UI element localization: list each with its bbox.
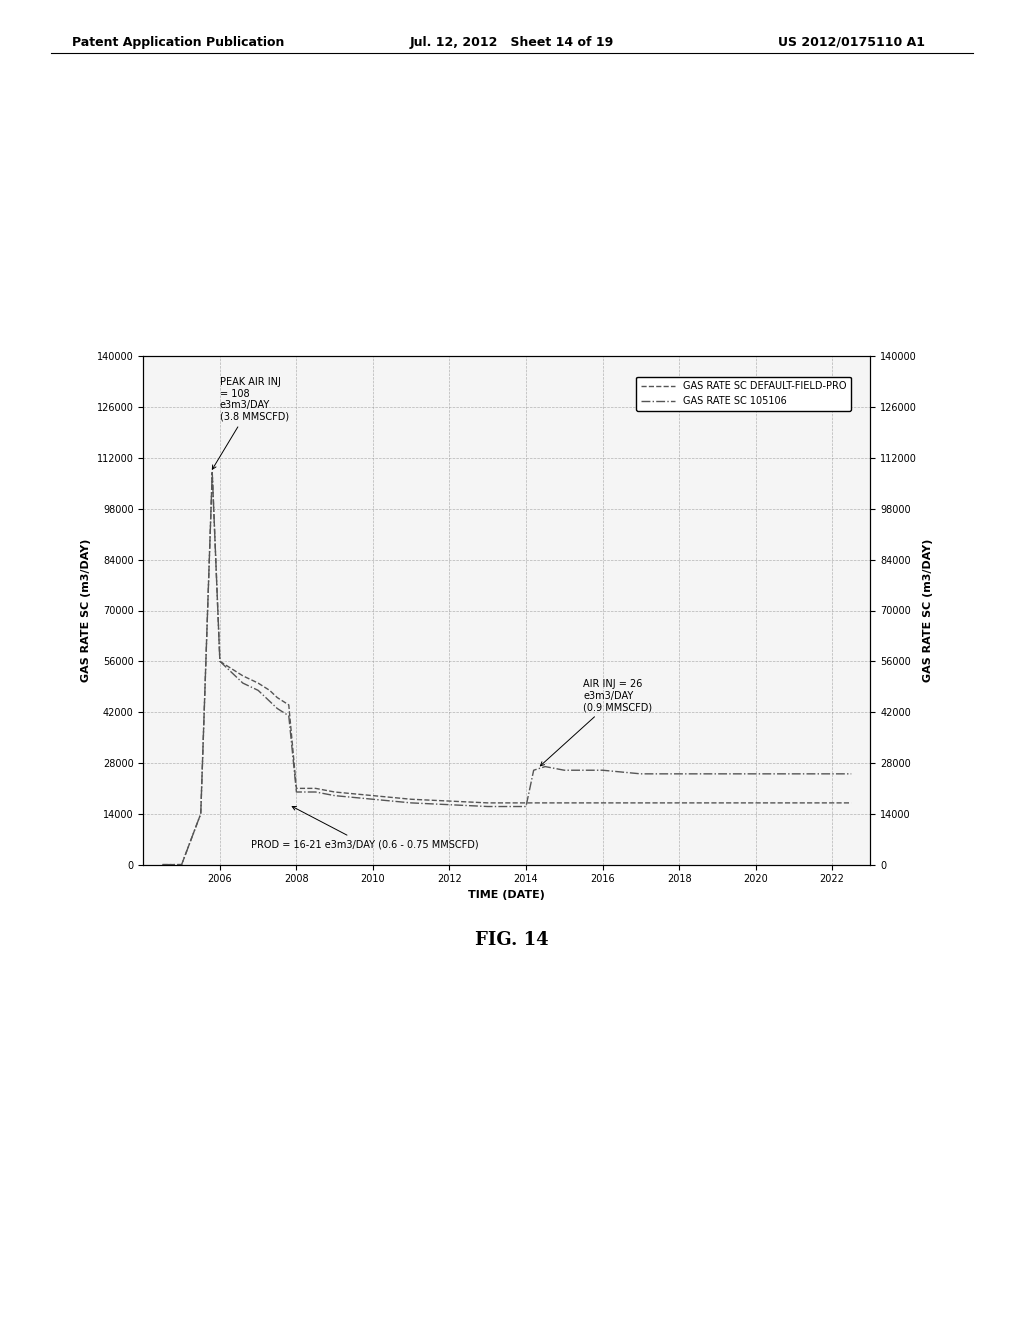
- GAS RATE SC 105106: [558, 763, 570, 779]
- GAS RATE SC DEFAULT-FIELD-PRO: [309, 780, 322, 796]
- GAS RATE SC DEFAULT-FIELD-PRO: [237, 668, 249, 684]
- GAS RATE SC DEFAULT-FIELD-PRO: [558, 795, 570, 810]
- GAS RATE SC 105106: [290, 784, 302, 800]
- GAS RATE SC DEFAULT-FIELD-PRO: [481, 795, 494, 810]
- GAS RATE SC DEFAULT-FIELD-PRO: [157, 857, 169, 873]
- Text: FIG. 14: FIG. 14: [475, 931, 549, 949]
- GAS RATE SC 105106: [481, 799, 494, 814]
- GAS RATE SC DEFAULT-FIELD-PRO: [290, 780, 302, 796]
- GAS RATE SC DEFAULT-FIELD-PRO: [206, 465, 218, 480]
- GAS RATE SC 105106: [845, 766, 857, 781]
- GAS RATE SC DEFAULT-FIELD-PRO: [271, 689, 284, 705]
- GAS RATE SC DEFAULT-FIELD-PRO: [175, 857, 187, 873]
- Line: GAS RATE SC DEFAULT-FIELD-PRO: GAS RATE SC DEFAULT-FIELD-PRO: [163, 473, 851, 865]
- Text: PROD = 16-21 e3m3/DAY (0.6 - 0.75 MMSCFD): PROD = 16-21 e3m3/DAY (0.6 - 0.75 MMSCFD…: [251, 807, 478, 849]
- Y-axis label: GAS RATE SC (m3/DAY): GAS RATE SC (m3/DAY): [81, 539, 91, 682]
- GAS RATE SC 105106: [237, 676, 249, 692]
- GAS RATE SC 105106: [673, 766, 685, 781]
- GAS RATE SC 105106: [512, 799, 524, 814]
- GAS RATE SC DEFAULT-FIELD-PRO: [845, 795, 857, 810]
- GAS RATE SC 105106: [787, 766, 800, 781]
- GAS RATE SC 105106: [263, 693, 275, 709]
- GAS RATE SC DEFAULT-FIELD-PRO: [673, 795, 685, 810]
- GAS RATE SC 105106: [252, 682, 264, 698]
- GAS RATE SC DEFAULT-FIELD-PRO: [596, 795, 608, 810]
- GAS RATE SC 105106: [750, 766, 762, 781]
- GAS RATE SC DEFAULT-FIELD-PRO: [712, 795, 724, 810]
- GAS RATE SC 105106: [539, 759, 551, 775]
- Text: US 2012/0175110 A1: US 2012/0175110 A1: [778, 36, 926, 49]
- GAS RATE SC DEFAULT-FIELD-PRO: [406, 791, 418, 807]
- Text: Patent Application Publication: Patent Application Publication: [72, 36, 284, 49]
- GAS RATE SC 105106: [367, 791, 379, 807]
- GAS RATE SC DEFAULT-FIELD-PRO: [635, 795, 647, 810]
- GAS RATE SC 105106: [596, 763, 608, 779]
- GAS RATE SC DEFAULT-FIELD-PRO: [252, 676, 264, 692]
- GAS RATE SC 105106: [157, 857, 169, 873]
- GAS RATE SC 105106: [309, 784, 322, 800]
- GAS RATE SC 105106: [206, 465, 218, 480]
- GAS RATE SC 105106: [175, 857, 187, 873]
- GAS RATE SC DEFAULT-FIELD-PRO: [787, 795, 800, 810]
- GAS RATE SC DEFAULT-FIELD-PRO: [263, 682, 275, 698]
- GAS RATE SC 105106: [329, 788, 341, 804]
- X-axis label: TIME (DATE): TIME (DATE): [468, 890, 546, 900]
- GAS RATE SC 105106: [283, 708, 295, 723]
- GAS RATE SC DEFAULT-FIELD-PRO: [214, 653, 226, 669]
- GAS RATE SC DEFAULT-FIELD-PRO: [195, 805, 207, 821]
- Legend: GAS RATE SC DEFAULT-FIELD-PRO, GAS RATE SC 105106: GAS RATE SC DEFAULT-FIELD-PRO, GAS RATE …: [636, 376, 851, 411]
- GAS RATE SC DEFAULT-FIELD-PRO: [283, 697, 295, 713]
- Text: Jul. 12, 2012   Sheet 14 of 19: Jul. 12, 2012 Sheet 14 of 19: [410, 36, 613, 49]
- Line: GAS RATE SC 105106: GAS RATE SC 105106: [163, 473, 851, 865]
- GAS RATE SC 105106: [271, 701, 284, 717]
- GAS RATE SC 105106: [214, 653, 226, 669]
- GAS RATE SC 105106: [406, 795, 418, 810]
- GAS RATE SC DEFAULT-FIELD-PRO: [443, 793, 456, 809]
- Text: PEAK AIR INJ
= 108
e3m3/DAY
(3.8 MMSCFD): PEAK AIR INJ = 108 e3m3/DAY (3.8 MMSCFD): [212, 378, 289, 469]
- GAS RATE SC DEFAULT-FIELD-PRO: [367, 788, 379, 804]
- GAS RATE SC DEFAULT-FIELD-PRO: [520, 795, 532, 810]
- GAS RATE SC 105106: [443, 797, 456, 813]
- GAS RATE SC DEFAULT-FIELD-PRO: [329, 784, 341, 800]
- GAS RATE SC 105106: [225, 664, 238, 680]
- GAS RATE SC 105106: [635, 766, 647, 781]
- GAS RATE SC DEFAULT-FIELD-PRO: [225, 660, 238, 676]
- GAS RATE SC 105106: [520, 799, 532, 814]
- GAS RATE SC 105106: [195, 805, 207, 821]
- GAS RATE SC DEFAULT-FIELD-PRO: [750, 795, 762, 810]
- Y-axis label: GAS RATE SC (m3/DAY): GAS RATE SC (m3/DAY): [923, 539, 933, 682]
- GAS RATE SC 105106: [712, 766, 724, 781]
- GAS RATE SC 105106: [527, 763, 540, 779]
- Text: AIR INJ = 26
e3m3/DAY
(0.9 MMSCFD): AIR INJ = 26 e3m3/DAY (0.9 MMSCFD): [541, 678, 652, 766]
